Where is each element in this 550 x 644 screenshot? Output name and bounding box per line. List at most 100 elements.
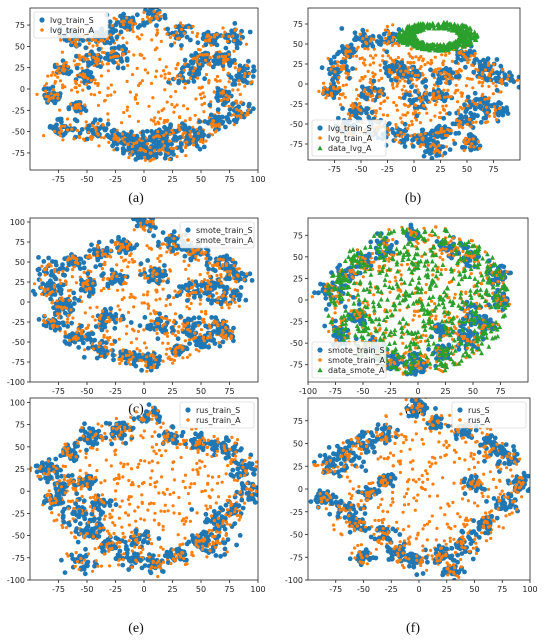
point-a: [368, 80, 372, 85]
point-s: [179, 43, 184, 48]
point-a: [195, 60, 199, 64]
point-a: [451, 77, 455, 81]
point-a: [237, 267, 241, 271]
point-a: [368, 63, 372, 67]
point-s: [423, 84, 429, 89]
point-a: [68, 37, 72, 42]
legend-label: lvg_train_S: [50, 16, 94, 25]
point-a: [133, 296, 137, 300]
point-data: [432, 47, 438, 53]
point-s: [129, 129, 134, 135]
point-a: [324, 96, 328, 100]
point-a: [86, 76, 90, 81]
point-a: [205, 284, 210, 289]
point-data: [472, 37, 478, 42]
point-s: [409, 100, 415, 106]
point-a: [238, 32, 242, 36]
point-a: [155, 69, 159, 73]
point-s: [227, 256, 233, 262]
point-a: [175, 155, 179, 159]
point-a: [152, 119, 156, 123]
x-tick-label: -50: [354, 165, 367, 174]
point-a: [91, 44, 95, 48]
point-s: [125, 138, 130, 143]
point-data: [420, 39, 426, 45]
point-a: [109, 248, 113, 253]
point-s: [212, 38, 218, 44]
y-tick-label: 25: [293, 60, 303, 69]
point-a: [82, 137, 86, 141]
point-s: [123, 348, 129, 354]
point-s: [91, 131, 96, 136]
point-a: [203, 39, 207, 43]
point-a: [179, 47, 183, 51]
point-a: [53, 93, 57, 97]
point-s: [77, 130, 83, 136]
point-a: [67, 294, 71, 298]
point-s: [237, 292, 243, 298]
point-a: [76, 262, 80, 266]
point-s: [201, 144, 207, 150]
point-a: [78, 295, 83, 299]
point-a: [225, 319, 229, 323]
point-a: [128, 362, 132, 366]
point-s: [102, 354, 108, 359]
point-a: [213, 35, 217, 39]
point-a: [121, 52, 126, 56]
point-a: [178, 73, 182, 77]
point-a: [39, 286, 44, 290]
point-a: [48, 292, 52, 296]
point-a: [147, 17, 151, 21]
point-a: [446, 88, 450, 92]
point-a: [130, 21, 134, 25]
panel-caption: (a): [128, 191, 144, 206]
point-a: [137, 83, 141, 88]
point-a: [158, 246, 162, 250]
point-a: [208, 55, 212, 60]
point-a: [46, 95, 50, 99]
point-data: [431, 25, 437, 31]
point-s: [485, 56, 491, 61]
point-a: [410, 122, 414, 127]
point-a: [237, 79, 241, 83]
point-a: [409, 61, 413, 65]
point-s: [247, 271, 253, 277]
point-s: [472, 90, 478, 96]
point-a: [349, 104, 353, 108]
point-s: [410, 144, 416, 149]
point-a: [121, 19, 126, 23]
point-a: [499, 90, 503, 94]
point-a: [135, 347, 139, 351]
point-a: [210, 263, 215, 268]
point-a: [129, 357, 133, 361]
point-a: [497, 106, 502, 110]
point-s: [86, 85, 92, 90]
y-tick-label: 0: [20, 85, 25, 94]
point-s: [409, 84, 414, 90]
point-a: [110, 23, 114, 28]
point-s: [189, 53, 195, 58]
point-a: [74, 82, 78, 86]
point-s: [80, 340, 86, 346]
point-a: [191, 69, 195, 73]
point-a: [433, 114, 437, 118]
point-s: [232, 21, 238, 26]
point-a: [65, 117, 70, 121]
point-a: [486, 63, 490, 67]
point-a: [421, 57, 425, 61]
point-a: [357, 101, 362, 105]
point-s: [233, 119, 239, 125]
point-a: [161, 148, 165, 152]
point-s: [389, 77, 394, 83]
point-s: [188, 37, 193, 43]
point-s: [177, 284, 182, 290]
point-a: [43, 313, 47, 318]
point-s: [197, 146, 203, 152]
point-s: [227, 276, 232, 282]
point-a: [181, 24, 185, 28]
point-a: [233, 62, 237, 66]
point-a: [399, 116, 403, 120]
point-s: [200, 35, 206, 41]
point-a: [165, 347, 169, 351]
point-s: [219, 121, 225, 126]
